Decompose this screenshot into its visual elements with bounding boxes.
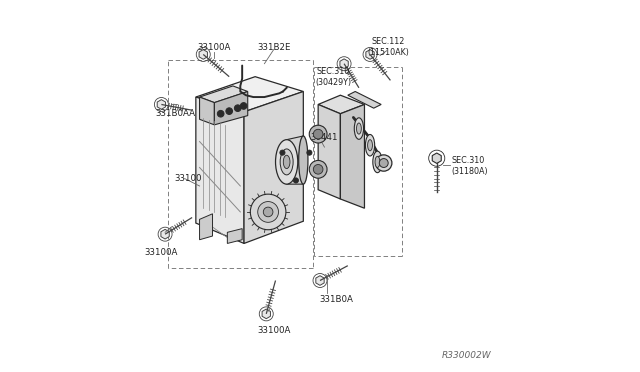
Circle shape: [293, 178, 298, 183]
Circle shape: [234, 105, 241, 112]
Polygon shape: [214, 92, 248, 125]
Circle shape: [236, 106, 239, 110]
Circle shape: [309, 125, 327, 143]
Text: SEC.310
(31180A): SEC.310 (31180A): [452, 155, 488, 176]
Text: 331B2E: 331B2E: [257, 42, 291, 51]
Circle shape: [314, 164, 323, 174]
Polygon shape: [196, 77, 303, 112]
Text: 331B0A: 331B0A: [320, 295, 354, 304]
Polygon shape: [340, 105, 364, 208]
Ellipse shape: [299, 136, 308, 184]
Circle shape: [227, 109, 231, 113]
Text: R330002W: R330002W: [442, 351, 492, 360]
Circle shape: [242, 104, 246, 108]
Circle shape: [258, 202, 278, 222]
Ellipse shape: [284, 155, 290, 169]
Text: 30441: 30441: [311, 133, 338, 142]
Text: 33100: 33100: [175, 174, 202, 183]
Ellipse shape: [365, 135, 374, 156]
Circle shape: [280, 150, 285, 155]
Polygon shape: [199, 49, 207, 59]
Polygon shape: [157, 100, 166, 109]
Polygon shape: [318, 105, 340, 199]
Text: 33100A: 33100A: [198, 42, 231, 51]
Text: 33100A: 33100A: [145, 248, 178, 257]
Polygon shape: [262, 309, 271, 319]
Polygon shape: [432, 153, 441, 163]
Circle shape: [263, 207, 273, 217]
Polygon shape: [287, 136, 303, 184]
Circle shape: [309, 160, 327, 178]
Ellipse shape: [276, 140, 298, 184]
Text: SEC.310
(30429Y): SEC.310 (30429Y): [315, 67, 351, 87]
Text: SEC.112
(11510AK): SEC.112 (11510AK): [367, 37, 410, 57]
Circle shape: [307, 150, 312, 155]
Text: 331B0AA: 331B0AA: [155, 109, 195, 118]
Circle shape: [226, 108, 232, 115]
Polygon shape: [200, 214, 212, 240]
Ellipse shape: [280, 149, 293, 175]
Polygon shape: [366, 49, 374, 59]
Ellipse shape: [356, 123, 362, 134]
Circle shape: [219, 112, 223, 116]
Polygon shape: [200, 86, 248, 103]
Circle shape: [380, 158, 388, 167]
Polygon shape: [200, 97, 214, 125]
Ellipse shape: [367, 140, 372, 151]
Text: 33100A: 33100A: [257, 326, 291, 335]
Ellipse shape: [355, 118, 364, 139]
Circle shape: [376, 155, 392, 171]
Polygon shape: [318, 95, 364, 114]
Ellipse shape: [375, 156, 380, 167]
Circle shape: [314, 129, 323, 139]
Polygon shape: [161, 230, 169, 239]
Ellipse shape: [373, 151, 382, 173]
Polygon shape: [196, 97, 244, 243]
Polygon shape: [227, 229, 242, 243]
Circle shape: [218, 110, 224, 117]
Polygon shape: [316, 276, 324, 285]
Polygon shape: [348, 92, 381, 108]
Polygon shape: [340, 59, 348, 68]
Polygon shape: [244, 92, 303, 243]
Circle shape: [240, 103, 247, 109]
Circle shape: [250, 194, 286, 230]
